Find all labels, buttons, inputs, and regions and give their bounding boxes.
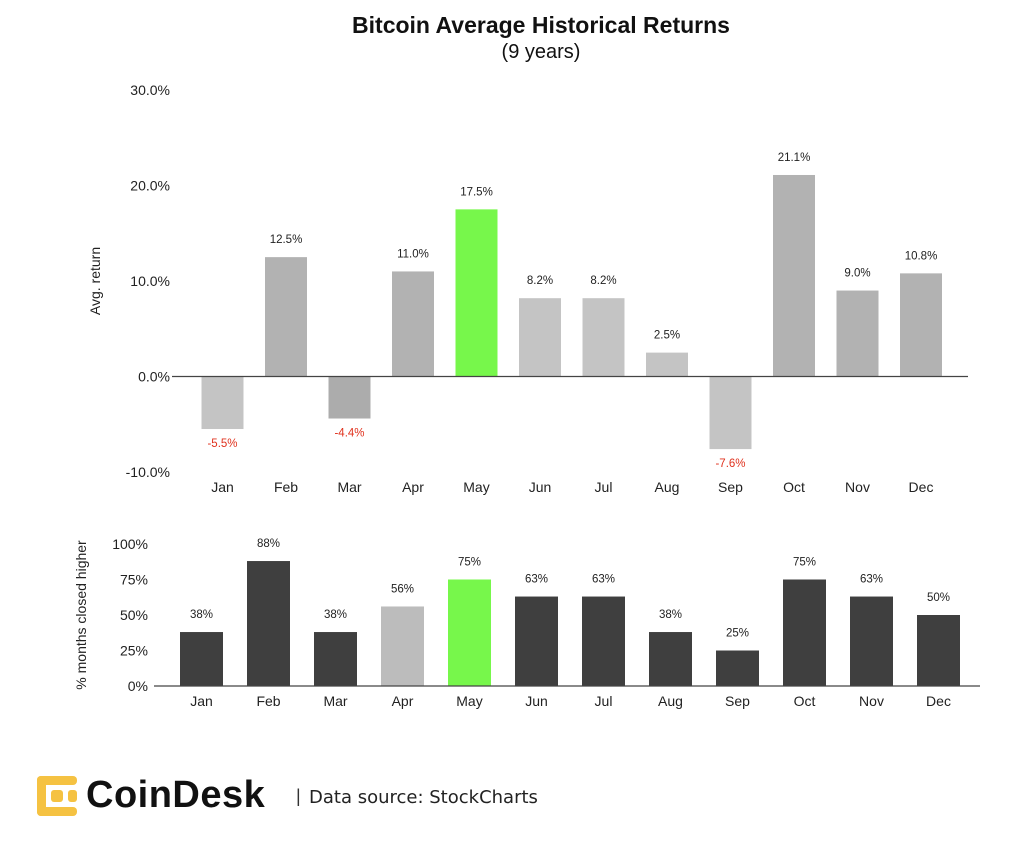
data-label: 8.2% [527, 275, 553, 287]
y-tick-label: 0.0% [138, 369, 170, 385]
x-tick-label: Apr [402, 479, 424, 495]
y-tick-label: 30.0% [130, 82, 170, 98]
y-tick-label: 100% [112, 536, 148, 552]
y-tick-label: 25% [120, 643, 148, 659]
x-tick-label: Feb [274, 479, 298, 495]
data-label: 50% [927, 592, 950, 604]
data-label: 17.5% [460, 186, 493, 198]
data-label: 63% [525, 574, 548, 586]
data-label: 75% [793, 557, 816, 569]
data-label: 63% [592, 574, 615, 586]
x-tick-label: Nov [845, 479, 870, 495]
data-label: 38% [190, 609, 213, 621]
bar-may [455, 209, 498, 377]
data-label: 88% [257, 538, 280, 550]
bar-sep [709, 376, 752, 450]
x-tick-label: Sep [725, 693, 750, 709]
x-tick-label: May [463, 479, 489, 495]
bar-nov [836, 290, 879, 377]
bar-dec [900, 273, 942, 377]
bar-oct [773, 174, 815, 377]
bar-feb [265, 257, 307, 377]
bar-jun [515, 596, 558, 686]
bar-jan [180, 632, 223, 686]
bar-apr [381, 606, 424, 686]
data-label: 56% [391, 583, 414, 595]
x-tick-label: Sep [718, 479, 743, 495]
y-tick-label: 10.0% [130, 273, 170, 289]
y-tick-label: 50% [120, 607, 148, 623]
data-label: 9.0% [844, 268, 870, 280]
data-label: -4.4% [334, 428, 364, 440]
x-tick-label: May [456, 693, 482, 709]
data-label: 10.8% [905, 250, 938, 262]
bar-aug [649, 632, 692, 686]
data-label: 12.5% [270, 234, 303, 246]
brand-name: CoinDesk [86, 774, 266, 816]
data-label: 25% [726, 628, 749, 640]
data-label: -5.5% [207, 438, 237, 450]
source-separator: | [296, 786, 301, 806]
bar-jul [582, 596, 625, 686]
y-tick-label: -10.0% [126, 464, 170, 480]
data-label: 38% [324, 609, 347, 621]
x-tick-label: Jul [595, 479, 613, 495]
data-label: 8.2% [590, 275, 616, 287]
x-tick-label: Oct [783, 479, 805, 495]
data-label: 75% [458, 557, 481, 569]
bar-aug [646, 352, 688, 377]
x-tick-label: Jun [529, 479, 552, 495]
bar-apr [392, 271, 434, 377]
data-label: 38% [659, 609, 682, 621]
data-label: 21.1% [778, 152, 811, 164]
y-tick-label: 75% [120, 572, 148, 588]
x-tick-label: Apr [392, 693, 414, 709]
bar-feb [247, 561, 290, 686]
chart-subtitle: (9 years) [501, 41, 581, 63]
bar-jun [519, 298, 561, 377]
bar-oct [783, 579, 826, 686]
logo-shape [37, 776, 77, 816]
bar-nov [850, 596, 893, 686]
data-label: 11.0% [397, 248, 429, 260]
x-tick-label: Oct [794, 693, 816, 709]
bar-sep [716, 650, 759, 686]
x-tick-label: Dec [926, 693, 951, 709]
data-source: Data source: StockCharts [309, 787, 538, 808]
bar-mar [328, 376, 371, 419]
x-tick-label: Nov [859, 693, 884, 709]
bar-mar [314, 632, 357, 686]
returns-chart: 30.0% 20.0% 10.0% 0.0% -10.0% Avg. return -5.5… [87, 82, 968, 495]
x-tick-label: Aug [658, 693, 683, 709]
x-tick-label: Dec [909, 479, 934, 495]
chart-title: Bitcoin Average Historical Returns [352, 12, 730, 38]
x-tick-label: Feb [256, 693, 280, 709]
data-label: 2.5% [654, 330, 680, 342]
bar-jul [582, 298, 625, 377]
x-tick-label: Mar [337, 479, 361, 495]
x-tick-label: Aug [655, 479, 680, 495]
bar-may [448, 579, 491, 686]
x-tick-label: Jan [211, 479, 234, 495]
bar-jan [201, 376, 244, 430]
coindesk-logo-icon [37, 776, 77, 816]
y-axis-title: % months closed higher [73, 540, 89, 690]
bar-dec [917, 615, 960, 686]
x-tick-label: Mar [323, 693, 347, 709]
y-tick-label: 20.0% [130, 178, 170, 194]
x-tick-label: Jul [595, 693, 613, 709]
y-tick-label: 0% [128, 678, 148, 694]
data-label: 63% [860, 574, 883, 586]
data-label: -7.6% [715, 458, 745, 470]
y-axis-title: Avg. return [87, 247, 103, 315]
x-tick-label: Jun [525, 693, 548, 709]
x-tick-label: Jan [190, 693, 213, 709]
